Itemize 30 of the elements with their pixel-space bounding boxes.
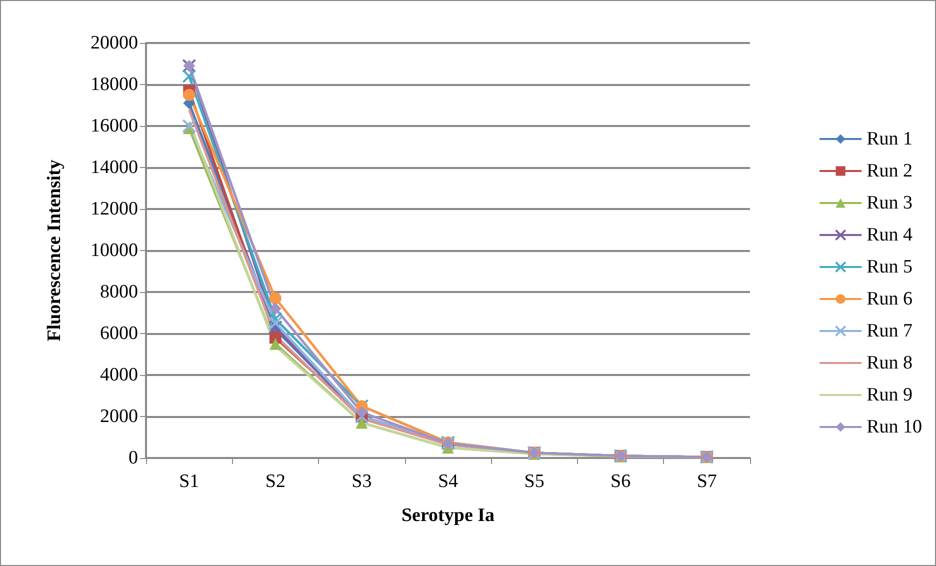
legend-label: Run 1 [866, 128, 913, 150]
legend-label: Run 4 [866, 224, 913, 246]
y-tick-label: 4000 [100, 364, 138, 386]
y-tick-label: 16000 [90, 116, 138, 136]
y-tick-label: 12000 [90, 198, 138, 220]
y-tick-label: 20000 [90, 32, 138, 54]
legend-label: Run 3 [866, 192, 913, 214]
legend-label: Run 9 [866, 384, 913, 406]
y-tick-label: 6000 [100, 323, 138, 344]
x-axis-title: Serotype Ia [401, 505, 496, 526]
x-tick-label: S4 [438, 471, 459, 492]
y-tick-label: 14000 [90, 157, 138, 178]
x-tick-label: S6 [610, 471, 631, 492]
legend-label: Run 8 [866, 352, 913, 374]
legend-label: Run 2 [866, 160, 913, 182]
y-tick-label: 8000 [100, 282, 138, 302]
x-tick-label: S5 [524, 471, 544, 492]
y-tick-label: 18000 [90, 74, 138, 95]
legend-label: Run 7 [866, 320, 913, 342]
x-tick-label: S7 [696, 471, 717, 492]
y-tick-label: 2000 [100, 406, 138, 427]
legend-label: Run 6 [866, 288, 913, 310]
x-tick-label: S2 [265, 471, 286, 492]
legend-label: Run 10 [866, 416, 922, 438]
x-tick-label: S1 [179, 471, 200, 492]
y-tick-label: 0 [128, 448, 138, 468]
y-tick-label: 10000 [90, 240, 138, 261]
y-axis-title: Fluorescence Intensity [44, 159, 65, 342]
legend-label: Run 5 [866, 256, 913, 278]
x-tick-label: S3 [352, 471, 372, 492]
